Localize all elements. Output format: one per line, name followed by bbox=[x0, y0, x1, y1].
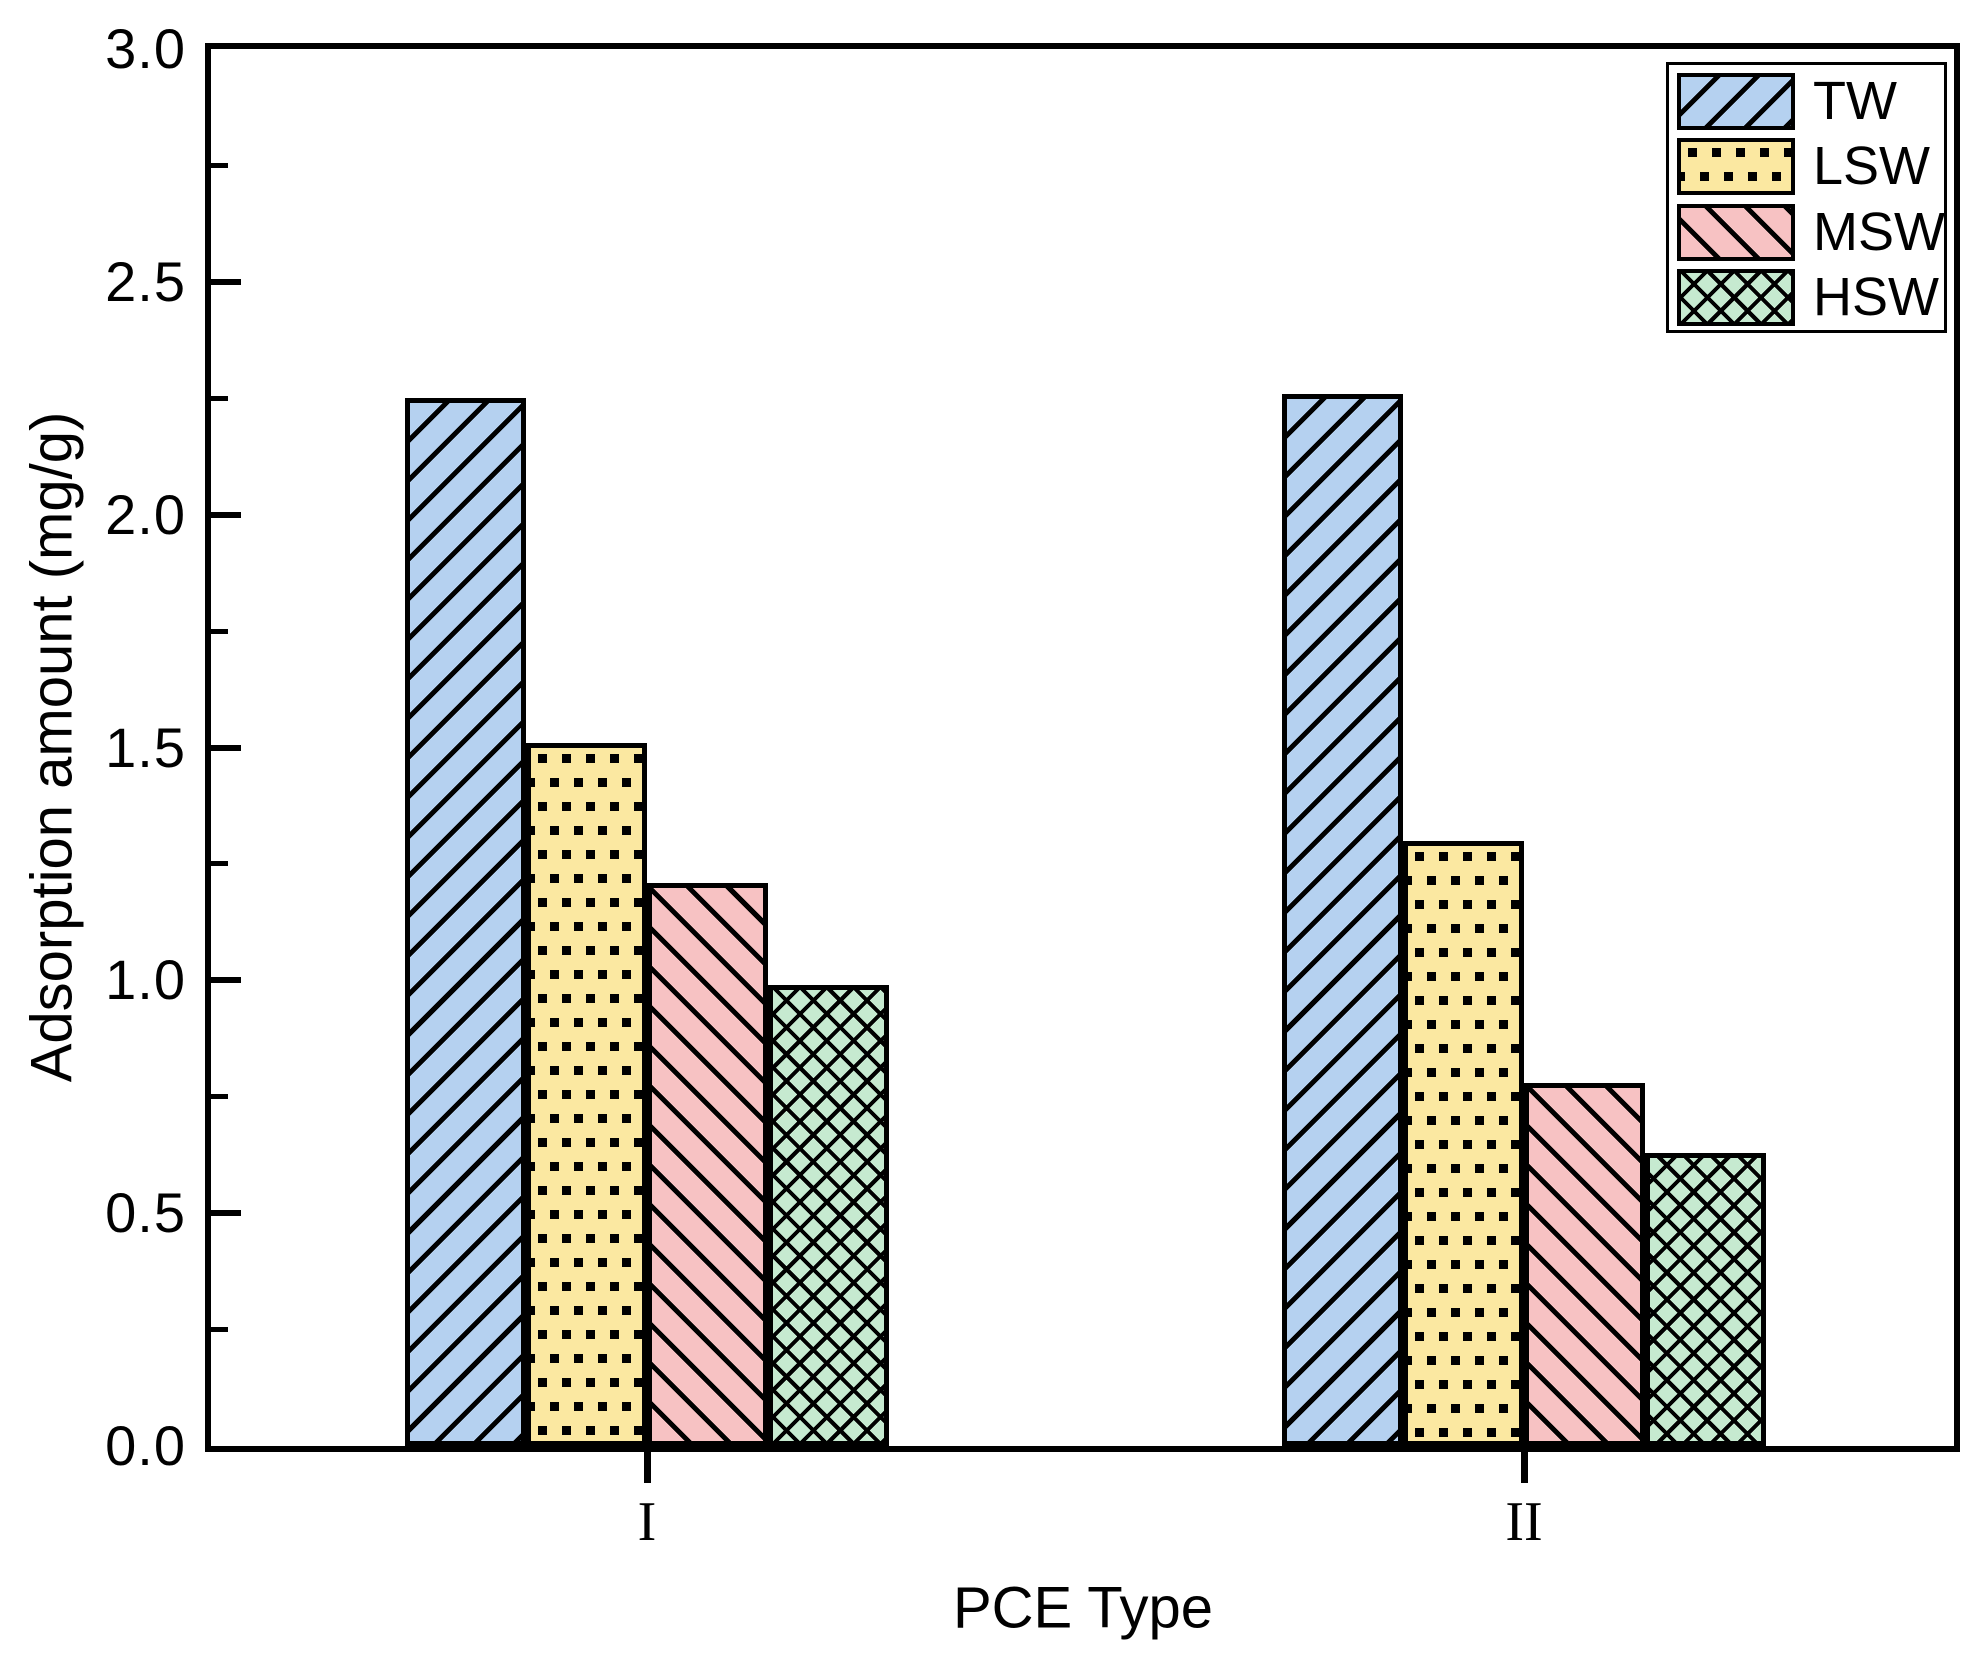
legend-label-LSW: LSW bbox=[1813, 136, 1931, 197]
y-tick-label: 2.0 bbox=[105, 482, 186, 546]
legend-item-LSW: LSW bbox=[1669, 136, 1944, 197]
bar-TW-II bbox=[1282, 394, 1403, 1446]
y-axis-title: Adsorption amount (mg/g) bbox=[19, 411, 85, 1083]
y-tick-label: 1.0 bbox=[105, 948, 186, 1012]
y-tick-label: 0.5 bbox=[105, 1181, 186, 1245]
y-minor-tick bbox=[211, 162, 228, 168]
bar-MSW-I bbox=[647, 883, 768, 1446]
y-minor-tick bbox=[211, 1094, 228, 1100]
x-tick-label-II: II bbox=[1505, 1491, 1543, 1553]
y-major-tick bbox=[211, 977, 241, 984]
legend: TW LSW MSW HSW bbox=[1666, 62, 1947, 333]
bar-MSW-II bbox=[1524, 1083, 1645, 1446]
legend-swatch-LSW bbox=[1677, 138, 1795, 196]
x-axis-title: PCE Type bbox=[952, 1575, 1214, 1641]
y-minor-tick bbox=[211, 628, 228, 634]
y-tick-label: 0.0 bbox=[105, 1414, 186, 1477]
y-major-tick bbox=[211, 744, 241, 751]
legend-swatch-HSW bbox=[1677, 268, 1795, 326]
legend-item-MSW: MSW bbox=[1669, 201, 1945, 262]
legend-swatch-TW bbox=[1677, 73, 1795, 130]
plot-area bbox=[211, 49, 1954, 1446]
bar-LSW-II bbox=[1403, 841, 1524, 1446]
bar-LSW-I bbox=[526, 743, 647, 1446]
x-major-tick bbox=[644, 1452, 651, 1483]
legend-label-TW: TW bbox=[1813, 71, 1897, 131]
y-tick-label: 2.5 bbox=[105, 249, 186, 313]
y-major-tick bbox=[211, 511, 241, 518]
y-tick-label: 3.0 bbox=[105, 17, 186, 80]
legend-item-HSW: HSW bbox=[1669, 266, 1944, 327]
legend-label-HSW: HSW bbox=[1813, 266, 1939, 327]
y-minor-tick bbox=[211, 395, 228, 401]
x-major-tick bbox=[1521, 1452, 1528, 1483]
legend-label-MSW: MSW bbox=[1813, 201, 1945, 262]
bar-TW-I bbox=[405, 398, 526, 1446]
x-tick-label-I: I bbox=[637, 1491, 657, 1553]
bar-HSW-I bbox=[768, 985, 889, 1446]
legend-item-TW: TW bbox=[1669, 73, 1944, 130]
y-minor-tick bbox=[211, 861, 228, 867]
y-tick-label: 1.5 bbox=[105, 715, 186, 779]
y-major-tick bbox=[211, 278, 241, 285]
bar-HSW-II bbox=[1645, 1153, 1766, 1446]
y-major-tick bbox=[211, 1210, 241, 1217]
y-minor-tick bbox=[211, 1327, 228, 1333]
legend-swatch-MSW bbox=[1677, 203, 1795, 261]
